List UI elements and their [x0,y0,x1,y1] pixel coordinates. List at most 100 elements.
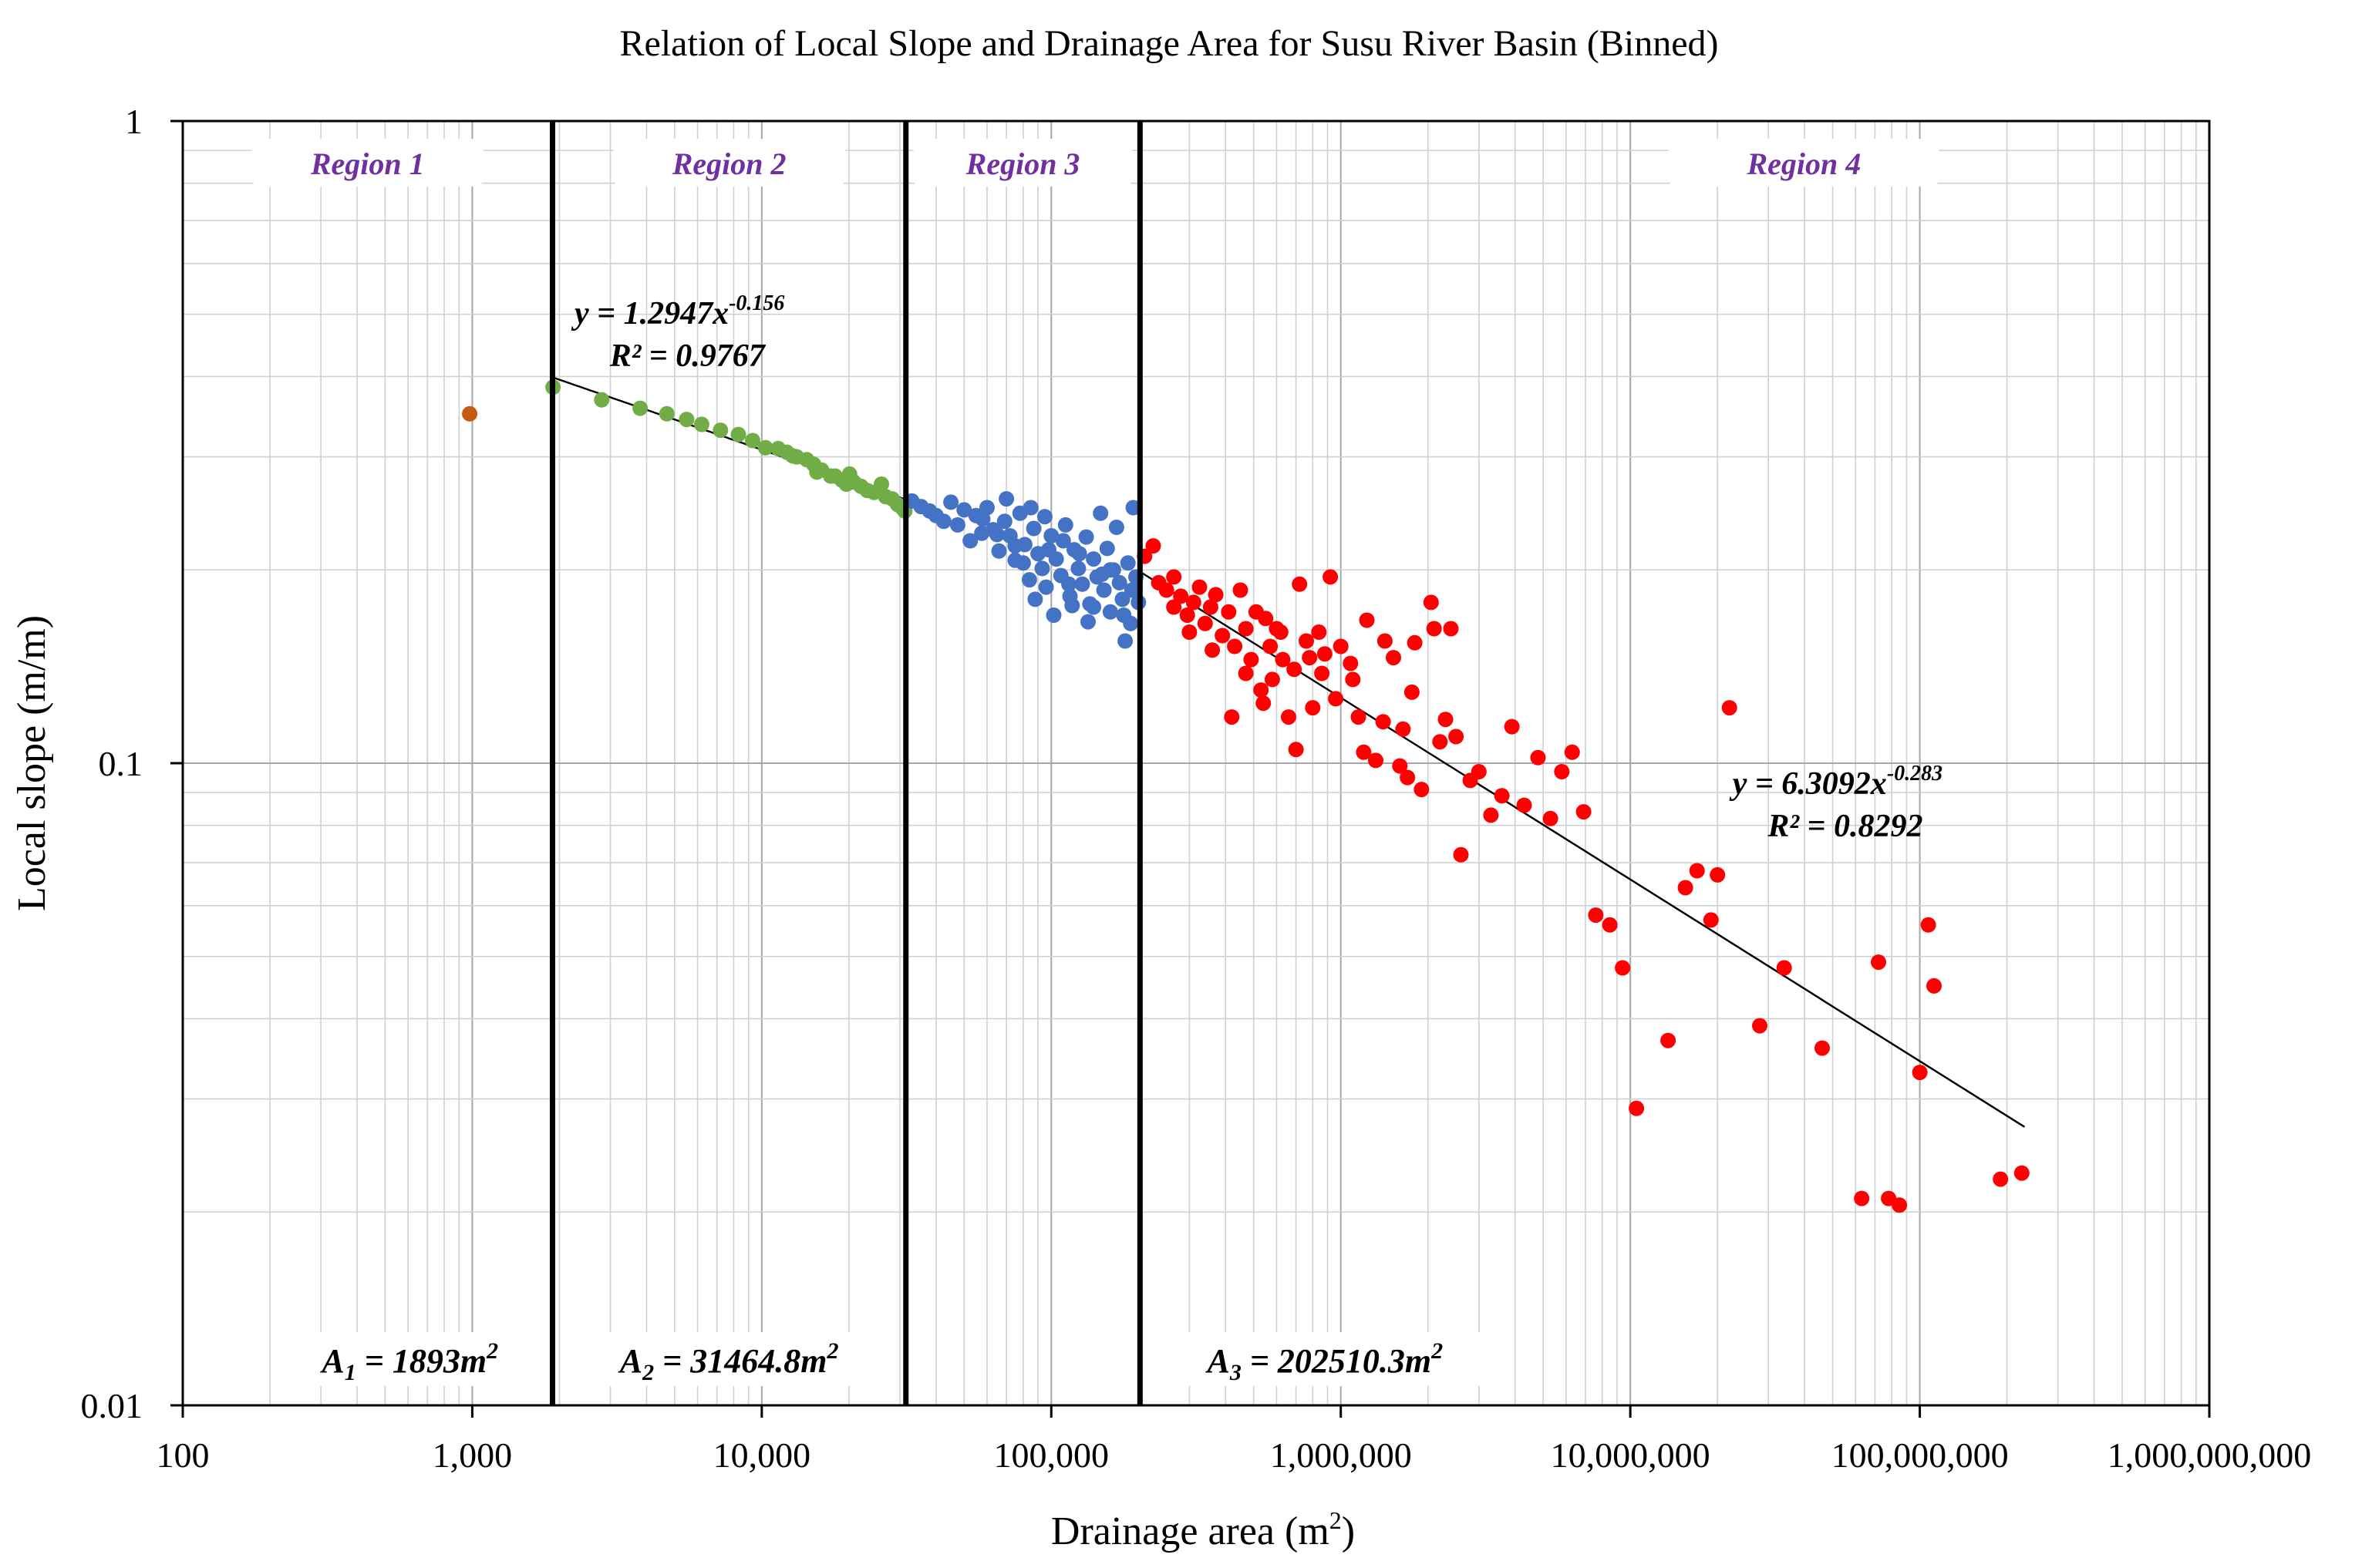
fit-r-squared-1: R² = 0.9767 [609,338,767,374]
point-region-2 [594,392,610,408]
point-region-4 [1494,788,1510,804]
data-points [462,379,2030,1213]
point-region-3 [1046,607,1062,623]
x-tick-label: 10,000,000 [1551,1435,1710,1475]
region-label: Region 3 [965,146,1080,181]
point-region-3 [1116,607,1132,623]
point-region-3 [943,494,959,510]
point-region-4 [1920,917,1936,933]
point-region-4 [1255,695,1272,712]
point-region-1 [462,405,478,422]
chart-title: Relation of Local Slope and Drainage Are… [620,23,1719,64]
x-tick-label: 1,000,000 [1270,1435,1412,1475]
point-region-3 [1108,520,1124,535]
point-region-4 [1238,665,1254,681]
point-region-2 [659,405,675,422]
point-region-4 [1350,709,1366,725]
point-region-4 [1221,604,1237,620]
y-tick-label: 0.1 [99,744,143,783]
point-region-4 [1423,594,1439,611]
point-region-4 [1232,582,1248,598]
point-region-3 [1064,597,1080,614]
point-region-3 [1124,582,1140,598]
point-region-4 [1721,700,1737,716]
point-region-4 [1243,651,1259,668]
point-region-4 [1375,714,1391,730]
point-region-4 [1395,721,1411,737]
point-region-2 [757,439,773,456]
point-region-4 [1185,594,1201,611]
region-boundaries [549,121,1143,1405]
point-region-3 [1070,560,1087,577]
point-region-3 [1096,582,1112,598]
point-region-4 [1993,1171,2009,1187]
point-region-4 [1752,1018,1767,1034]
point-region-4 [1323,569,1339,585]
point-region-2 [730,426,746,442]
point-region-3 [1094,566,1110,582]
point-region-4 [1471,764,1487,779]
point-region-4 [1173,588,1189,604]
point-region-4 [1145,538,1161,554]
point-region-4 [1356,744,1372,760]
point-region-4 [1615,960,1631,976]
point-region-4 [1343,655,1359,671]
point-region-4 [1166,569,1182,585]
point-region-4 [1264,671,1280,688]
point-region-4 [1314,665,1330,681]
point-region-3 [1036,509,1053,525]
point-region-4 [1191,579,1208,595]
point-region-3 [989,527,1005,543]
point-region-3 [1080,614,1096,630]
point-region-4 [1710,866,1726,883]
point-region-3 [996,513,1013,530]
point-region-4 [1588,907,1604,924]
point-region-4 [1453,846,1469,863]
y-tick-label: 1 [125,102,143,141]
point-region-3 [1117,633,1134,649]
point-region-3 [1026,520,1042,537]
point-region-4 [1179,607,1195,623]
point-region-4 [1292,576,1308,592]
fit-equation-1: y = 1.2947x-0.156 [571,291,784,331]
x-tick-label: 100,000,000 [1831,1435,2009,1475]
boundary-label-2: A2 = 31464.8m2 [618,1338,839,1385]
point-region-3 [1041,542,1056,558]
point-region-4 [1302,650,1318,666]
point-region-4 [1258,611,1274,627]
point-region-3 [1034,560,1050,577]
point-region-4 [1181,624,1198,640]
annotations: Region 1 Region 2 Region 3 Region 4 A1 = 189… [310,146,1943,1385]
y-axis-title: Local slope (m/m) [10,615,54,911]
point-region-3 [1057,516,1073,533]
point-region-4 [1689,863,1705,879]
point-region-4 [1400,769,1416,786]
point-region-4 [1403,684,1420,700]
point-region-4 [1814,1040,1830,1056]
point-region-3 [1120,555,1136,571]
point-region-3 [1055,533,1071,549]
point-region-4 [1205,642,1221,658]
point-region-4 [1368,752,1383,769]
point-region-4 [1345,671,1361,688]
x-tick-label: 10,000 [713,1435,811,1475]
point-region-4 [1432,734,1448,750]
point-region-4 [1392,758,1408,774]
point-region-3 [1021,572,1037,588]
point-region-3 [1099,540,1115,557]
point-region-4 [1262,638,1279,654]
point-region-4 [1871,954,1886,971]
fit-equation-2: y = 6.3092x-0.283 [1729,762,1943,802]
region-label: Region 2 [672,146,787,181]
point-region-4 [1202,599,1218,615]
boundary-label-1: A1 = 1893m2 [319,1338,498,1385]
point-region-3 [999,491,1015,507]
region-label: Region 1 [310,146,425,181]
point-region-2 [785,448,801,464]
point-region-4 [1238,621,1254,637]
point-region-4 [1158,582,1174,598]
point-region-3 [1015,555,1031,571]
point-region-4 [1275,651,1291,668]
region-label-band [251,139,484,187]
